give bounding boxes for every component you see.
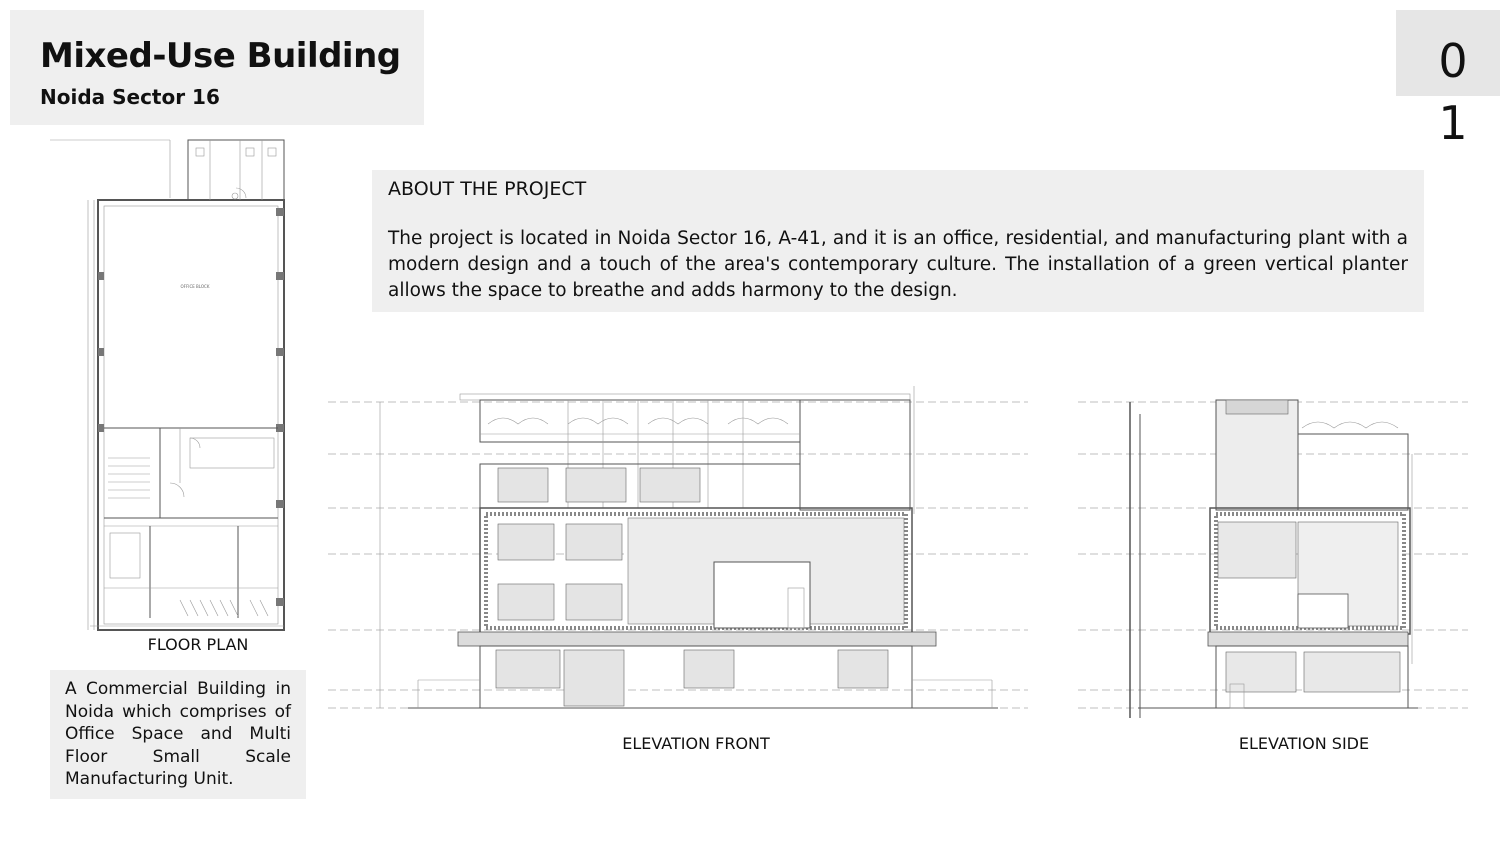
svg-text:OFFICE BLOCK: OFFICE BLOCK bbox=[181, 284, 210, 289]
floor-plan-drawing: OFFICE BLOCK bbox=[50, 139, 285, 631]
elevation-side-caption: ELEVATION SIDE bbox=[1238, 734, 1370, 753]
page-number-box bbox=[1396, 10, 1500, 96]
about-body: The project is located in Noida Sector 1… bbox=[388, 228, 1408, 301]
title-block: Mixed-Use Building Noida Sector 16 bbox=[10, 10, 424, 125]
about-project-box: ABOUT THE PROJECT The project is located… bbox=[372, 170, 1424, 312]
project-location: Noida Sector 16 bbox=[40, 85, 220, 109]
about-heading: ABOUT THE PROJECT bbox=[388, 178, 587, 200]
elevation-front-drawing bbox=[328, 386, 1028, 709]
floor-plan-caption: FLOOR PLAN bbox=[147, 635, 249, 654]
elevation-front-caption: ELEVATION FRONT bbox=[622, 734, 770, 753]
project-description: A Commercial Building in Noida which com… bbox=[65, 679, 291, 789]
project-title: Mixed-Use Building bbox=[40, 36, 401, 76]
page-number: 0 1 bbox=[1438, 34, 1468, 150]
project-description-box: A Commercial Building in Noida which com… bbox=[50, 670, 306, 799]
elevation-side-drawing bbox=[1078, 399, 1468, 718]
